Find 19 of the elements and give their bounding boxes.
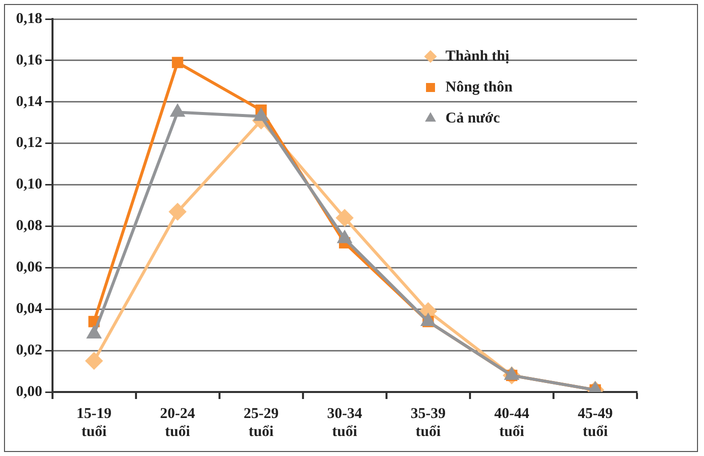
x-tick-label: 25-29 tuổi — [244, 406, 279, 440]
y-tick-label: 0,16 — [16, 52, 43, 68]
legend-label: Cả nước — [446, 110, 500, 126]
y-tick-label: 0,04 — [16, 300, 43, 317]
y-tick-label: 0,10 — [16, 176, 42, 193]
x-tick-label: 45-49 tuổi — [578, 406, 613, 440]
x-tick-label: 20-24 tuổi — [160, 406, 196, 440]
y-tick-label: 0,08 — [16, 218, 42, 234]
y-tick-label: 0,00 — [16, 384, 42, 400]
x-tick-label: 15-19 tuổi — [76, 406, 112, 440]
x-tick-label: 30-34 tuổi — [327, 406, 363, 440]
y-tick-label: 0,14 — [16, 94, 43, 110]
y-tick-label: 0,18 — [16, 10, 42, 27]
x-tick-label: 40-44 tuổi — [494, 406, 530, 440]
y-tick-label: 0,12 — [16, 135, 42, 152]
y-tick-label: 0,06 — [16, 260, 43, 276]
y-tick-label: 0,02 — [16, 342, 42, 358]
x-tick-label: 35-39 tuổi — [410, 406, 446, 440]
legend-label: Nông thôn — [446, 79, 514, 96]
